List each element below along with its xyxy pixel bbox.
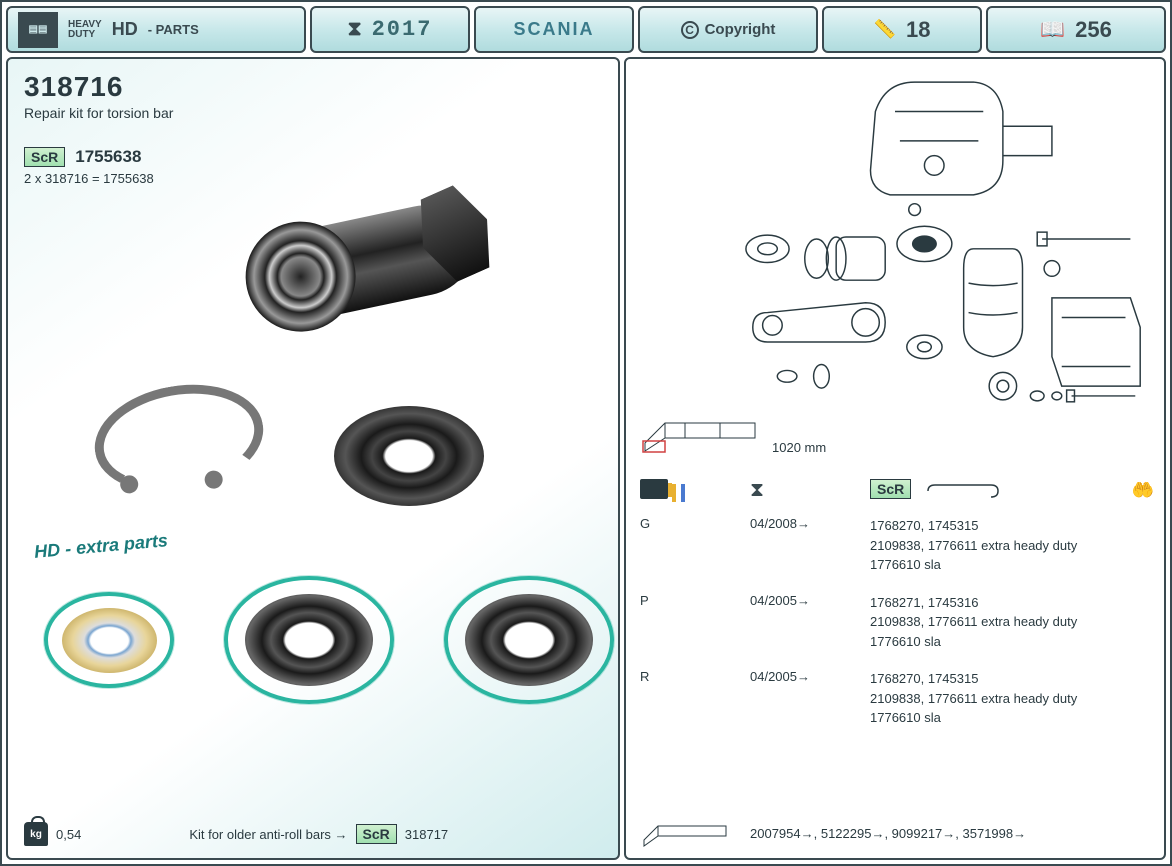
older-kit-number: 318717 (405, 827, 448, 842)
copyright-text: Copyright (705, 21, 776, 38)
scr-badge: ScR (24, 147, 65, 167)
book-icon: 📖 (1040, 17, 1065, 42)
reference-panel: 1020 mm ⧗ ScR 🤲 G (624, 57, 1166, 860)
reference-table: G 04/2008→ 1768270, 1745315 2109838, 177… (640, 516, 1150, 746)
header-bar: ▤▤ HEAVY DUTY HD - PARTS ⧗ 2017 SCANIA C… (2, 2, 1170, 57)
refs-cell: 1768271, 1745316 2109838, 1776611 extra … (870, 593, 1150, 652)
bearing-assembly (234, 176, 514, 356)
extra-parts-label: HD - extra parts (33, 530, 168, 563)
date-cell: 04/2008→ (750, 516, 870, 575)
oil-seal (334, 406, 484, 506)
model-cell: R (640, 669, 750, 728)
year-value: 2017 (372, 17, 433, 42)
refs-cell: 1768270, 1745315 2109838, 1776611 extra … (870, 516, 1150, 575)
extra-seal-2 (444, 576, 614, 704)
bottom-info: kg 0,54 Kit for older anti-roll bars → S… (24, 822, 602, 846)
header-manufacturer-cell: SCANIA (474, 6, 634, 53)
hourglass-icon-2: ⧗ (750, 479, 764, 501)
table-row: P 04/2005→ 1768271, 1745316 2109838, 177… (640, 593, 1150, 652)
table-row: G 04/2008→ 1768270, 1745315 2109838, 177… (640, 516, 1150, 575)
section-number: 18 (906, 17, 930, 43)
older-kit-text: Kit for older anti-roll bars → (189, 827, 347, 842)
weight-value: 0,54 (56, 827, 81, 842)
header-year-cell: ⧗ 2017 (310, 6, 470, 53)
catalog-page: ▤▤ HEAVY DUTY HD - PARTS ⧗ 2017 SCANIA C… (0, 0, 1172, 866)
brand-main: HD (112, 19, 138, 40)
hands-icon: 🤲 (1132, 480, 1150, 500)
body: 318716 Repair kit for torsion bar ScR 17… (2, 57, 1170, 864)
logo-line2: DUTY (68, 30, 102, 40)
truck-mini-icon (640, 479, 668, 499)
product-image-area: HD - extra parts (24, 196, 602, 822)
copyright-icon: C (681, 21, 699, 39)
chassis-icon-2 (640, 818, 730, 848)
torsion-bar-icon (923, 481, 1003, 501)
model-cell: G (640, 516, 750, 575)
page-number: 256 (1075, 17, 1112, 43)
date-cell: 04/2005→ (750, 669, 870, 728)
exploded-diagram (640, 69, 1150, 409)
circlip-ring (94, 386, 284, 516)
weight-icon: kg (24, 822, 48, 846)
brand-sub: - PARTS (148, 22, 199, 37)
part-description: Repair kit for torsion bar (24, 105, 602, 121)
chassis-icon (640, 413, 760, 455)
extra-washer (44, 592, 174, 688)
reference-header: ⧗ ScR 🤲 (640, 479, 1150, 506)
extra-parts-row (44, 576, 614, 704)
ruler-icon: 📏 (874, 19, 896, 40)
manufacturer: SCANIA (513, 19, 594, 40)
model-cell: P (640, 593, 750, 652)
header-logo-cell: ▤▤ HEAVY DUTY HD - PARTS (6, 6, 306, 53)
chassis-ref-line: 2007954→, 5122295→, 9099217→, 3571998→ (640, 808, 1150, 848)
chassis-dimension: 1020 mm (640, 413, 1150, 455)
chassis-dim-value: 1020 mm (772, 440, 826, 455)
refs-cell: 1768270, 1745315 2109838, 1776611 extra … (870, 669, 1150, 728)
truck-icon: ▤▤ (18, 12, 58, 48)
header-page-cell: 📖 256 (986, 6, 1166, 53)
date-cell: 04/2005→ (750, 593, 870, 652)
extra-seal-1 (224, 576, 394, 704)
chassis-refs: 2007954→, 5122295→, 9099217→, 3571998→ (750, 826, 1026, 841)
table-row: R 04/2005→ 1768270, 1745315 2109838, 177… (640, 669, 1150, 728)
hourglass-icon: ⧗ (348, 18, 362, 41)
product-panel: 318716 Repair kit for torsion bar ScR 17… (6, 57, 620, 860)
scr-reference: ScR 1755638 (24, 147, 602, 167)
header-copyright-cell: C Copyright (638, 6, 818, 53)
part-number: 318716 (24, 71, 602, 103)
scr-badge-header: ScR (870, 479, 911, 499)
scr-number: 1755638 (75, 147, 141, 167)
logo-line1: HEAVY (68, 20, 102, 30)
older-kit-badge: ScR (356, 824, 397, 844)
header-section-cell: 📏 18 (822, 6, 982, 53)
